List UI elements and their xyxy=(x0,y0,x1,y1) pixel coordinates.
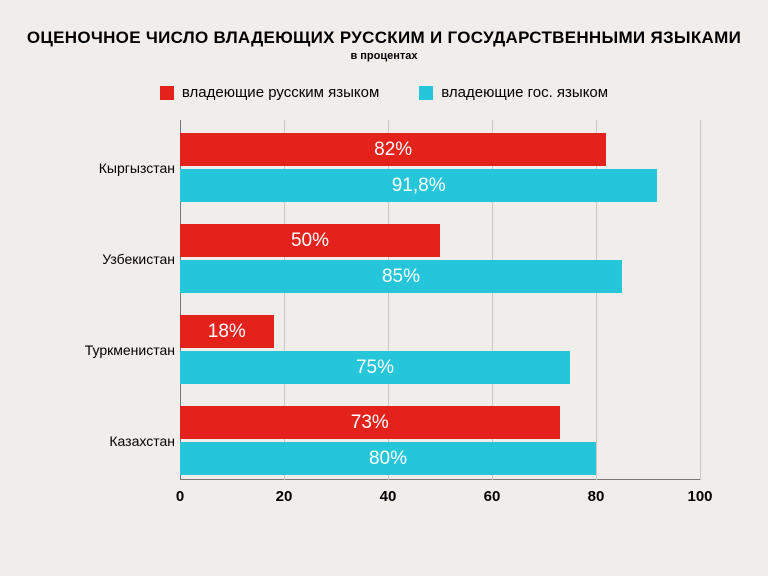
legend-item-series2: владеющие гос. языком xyxy=(419,84,608,101)
bar-series2: 91,8% xyxy=(180,169,657,202)
bar-series1: 18% xyxy=(180,315,274,348)
plot: 82%91,8% 50%85% 18%75% 73%80% xyxy=(180,120,700,480)
legend-label-series1: владеющие русским языком xyxy=(182,84,379,101)
legend-swatch-series1 xyxy=(160,86,174,100)
x-tick-label: 40 xyxy=(380,488,397,505)
x-tick-label: 60 xyxy=(484,488,501,505)
bar-series1: 82% xyxy=(180,133,606,166)
x-axis xyxy=(180,479,700,480)
bar-series2: 85% xyxy=(180,260,622,293)
category-label: Кыргызстан xyxy=(60,160,175,176)
bar-series1: 50% xyxy=(180,224,440,257)
bar-series2: 75% xyxy=(180,351,570,384)
bar-series1: 73% xyxy=(180,406,560,439)
legend-label-series2: владеющие гос. языком xyxy=(441,84,608,101)
category-label: Туркменистан xyxy=(60,342,175,358)
x-tick-label: 0 xyxy=(176,488,184,505)
gridline xyxy=(700,120,701,480)
legend: владеющие русским языком владеющие гос. … xyxy=(0,84,768,101)
legend-item-series1: владеющие русским языком xyxy=(160,84,379,101)
bar-series2: 80% xyxy=(180,442,596,475)
category-label: Казахстан xyxy=(60,433,175,449)
chart-subtitle: в процентах xyxy=(0,50,768,62)
x-tick-label: 100 xyxy=(687,488,712,505)
x-tick-label: 20 xyxy=(276,488,293,505)
category-label: Узбекистан xyxy=(60,251,175,267)
x-tick-label: 80 xyxy=(588,488,605,505)
chart-area: 82%91,8% 50%85% 18%75% 73%80% 0 20 40 60 80 100 К… xyxy=(60,120,720,520)
chart-title: ОЦЕНОЧНОЕ ЧИСЛО ВЛАДЕЮЩИХ РУССКИМ И ГОСУ… xyxy=(0,28,768,48)
legend-swatch-series2 xyxy=(419,86,433,100)
